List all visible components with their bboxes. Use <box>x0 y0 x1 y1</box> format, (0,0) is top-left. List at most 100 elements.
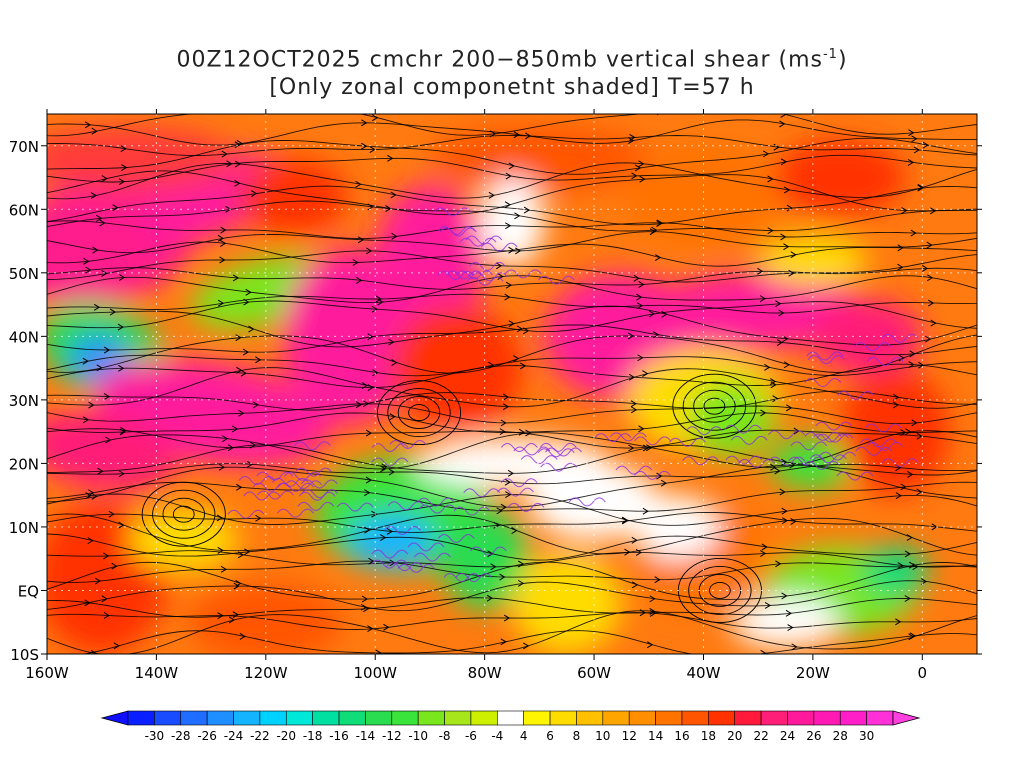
colorbar-label: 12 <box>622 729 637 743</box>
purple-contour <box>438 226 475 236</box>
plot-area <box>47 114 977 654</box>
streamline-arrow <box>103 552 110 560</box>
streamline-arrow <box>84 121 92 129</box>
streamline-arrow <box>120 145 127 153</box>
purple-contour <box>417 497 455 507</box>
colorbar-label: 14 <box>648 729 663 743</box>
colorbar-swatch <box>734 710 762 726</box>
streamline-arrow <box>524 132 532 140</box>
purple-contour <box>855 446 893 456</box>
streamline-arrow <box>365 247 373 255</box>
streamline-arrow <box>508 246 515 254</box>
purple-contour <box>724 424 762 434</box>
streamline-arrow <box>242 348 250 356</box>
purple-contour <box>837 390 875 400</box>
streamline-arrow <box>246 460 254 468</box>
purple-contour <box>389 439 427 449</box>
colorbar-label: -4 <box>491 729 503 743</box>
colorbar-label: 22 <box>753 729 768 743</box>
purple-contour <box>284 471 321 481</box>
purple-contour <box>256 471 294 481</box>
streamline-arrow <box>221 150 228 158</box>
colorbar-swatch <box>760 710 788 726</box>
streamline-arrow <box>82 416 90 424</box>
streamline-arrow <box>773 143 780 151</box>
streamline <box>47 390 977 411</box>
streamline-arrow <box>245 288 252 296</box>
streamline-arrow <box>109 308 117 316</box>
shading-blob <box>730 596 841 648</box>
streamline-arrow <box>237 551 245 559</box>
streamline-arrow <box>900 483 907 491</box>
streamline <box>47 137 977 175</box>
streamline <box>47 250 977 283</box>
streamline-vortex <box>672 373 757 439</box>
streamline-arrow <box>790 251 797 259</box>
colorbar-label: -8 <box>439 729 451 743</box>
purple-contour <box>738 458 775 468</box>
streamline-arrow <box>92 246 99 254</box>
streamline-arrow <box>913 146 920 154</box>
purple-contour <box>443 573 481 582</box>
purple-contour <box>809 454 847 464</box>
streamline-arrow <box>909 561 916 569</box>
colorbar-label: 20 <box>727 729 742 743</box>
streamline-arrow <box>782 335 789 343</box>
streamline-arrow <box>892 401 900 409</box>
colorbar-swatch <box>866 710 894 726</box>
streamline-arrow <box>375 649 382 654</box>
streamline-arrow <box>234 114 237 115</box>
streamline-arrow <box>497 273 504 280</box>
streamline-arrow <box>781 507 788 515</box>
streamline-arrow <box>764 363 771 371</box>
purple-contour <box>465 235 503 245</box>
streamline-arrow <box>639 175 646 183</box>
streamline-arrow <box>649 607 656 615</box>
streamline-arrow <box>118 178 126 186</box>
streamline-arrow <box>911 419 918 427</box>
streamline-arrow <box>218 463 226 471</box>
streamline-arrow <box>83 257 90 265</box>
streamline-arrow <box>759 295 767 303</box>
purple-contour <box>470 272 508 282</box>
colorbar-high-extend <box>892 710 921 726</box>
purple-contour <box>469 546 507 556</box>
streamline-arrow <box>513 131 520 139</box>
streamline-arrow <box>103 393 111 401</box>
streamline-arrow <box>519 362 527 370</box>
shading-blob <box>626 145 781 248</box>
colorbar-swatch <box>206 710 234 726</box>
streamline-arrow <box>355 401 363 409</box>
streamline-arrow <box>783 361 791 369</box>
purple-contour <box>295 467 333 477</box>
streamline-arrow <box>371 114 379 122</box>
streamline-vortex <box>172 505 195 523</box>
streamline <box>47 561 977 600</box>
purple-contour <box>804 377 842 387</box>
streamline-arrow <box>101 269 108 277</box>
colorbar-swatch <box>497 710 524 726</box>
purple-contour <box>609 432 647 442</box>
streamline-arrow <box>504 222 512 230</box>
streamline-arrow <box>893 393 900 401</box>
purple-contour <box>285 480 322 490</box>
colorbar-label: 4 <box>520 729 528 743</box>
streamline-arrow <box>361 595 369 603</box>
streamline-arrow <box>364 526 371 534</box>
streamline-vortex <box>162 497 206 531</box>
purple-contour <box>336 502 374 512</box>
streamline-arrow <box>105 436 112 444</box>
streamline-arrow <box>762 150 770 158</box>
streamline <box>47 170 977 216</box>
streamline-arrow <box>234 141 241 149</box>
streamline-arrow <box>217 299 225 307</box>
purple-contour <box>864 423 902 433</box>
purple-contour <box>387 501 425 511</box>
purple-contour <box>300 479 338 489</box>
streamline-arrow <box>220 226 227 234</box>
streamline-arrow <box>628 444 635 452</box>
streamline-arrow <box>904 595 911 602</box>
streamline-arrow <box>232 611 239 619</box>
streamline-arrow <box>93 303 101 311</box>
streamline-arrow <box>631 406 638 414</box>
